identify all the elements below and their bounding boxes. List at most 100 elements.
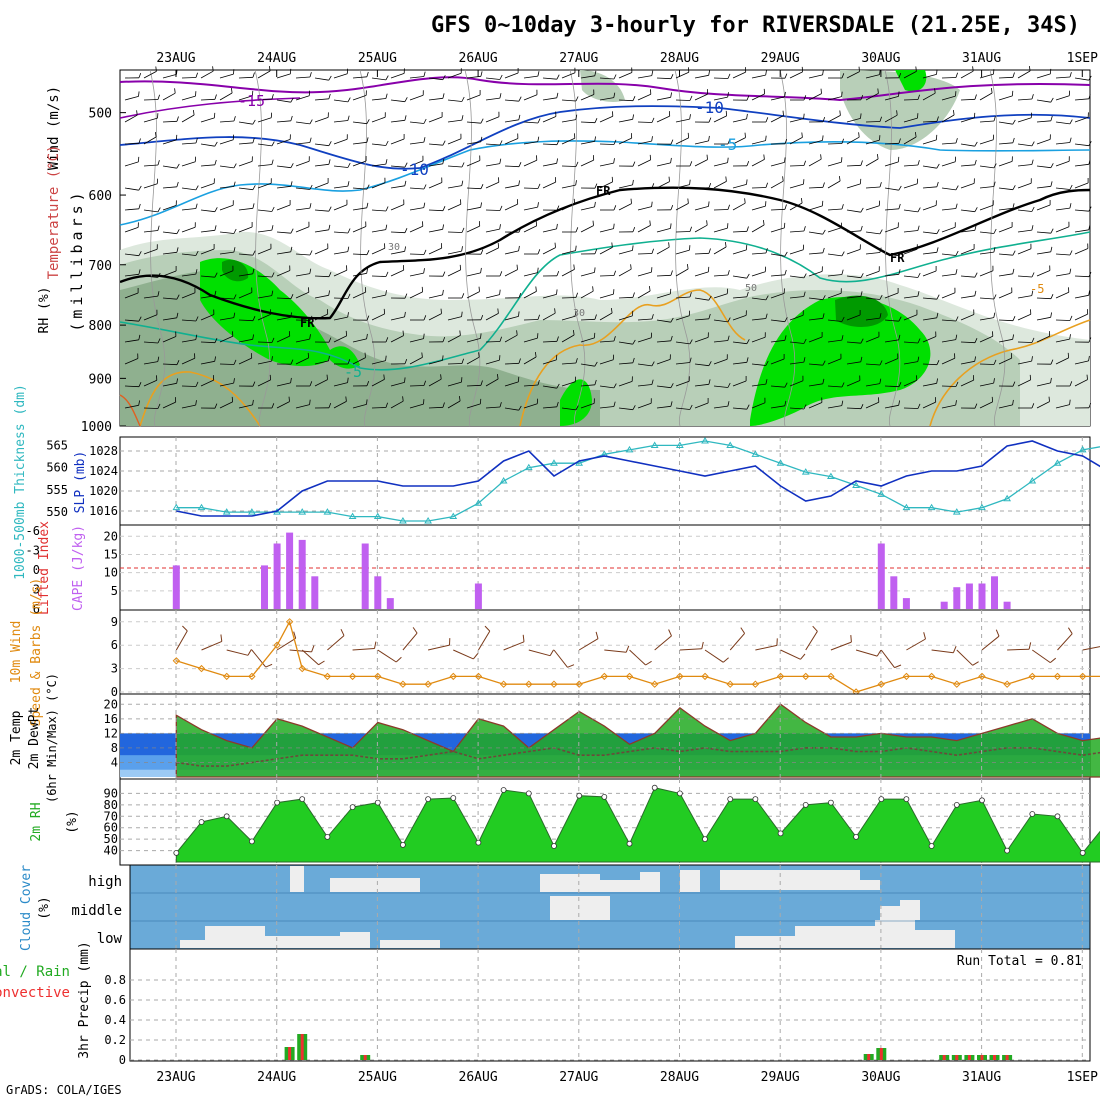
thickness-tick: 560: [46, 461, 68, 475]
upper-wind-barb: [998, 207, 1013, 211]
upper-wind-barb: [295, 207, 310, 211]
rh-marker: [1079, 850, 1086, 856]
wind-speed-marker: [902, 672, 911, 681]
slp-tick: 1016: [89, 504, 118, 518]
label-temperature: Temperature (°C): [46, 145, 62, 280]
upper-wind-barb-flag: [1050, 294, 1054, 299]
wind10m-barb: [729, 633, 745, 651]
upper-wind-barb: [637, 402, 652, 409]
bottom-day-label: 28AUG: [660, 1070, 699, 1085]
rh-marker: [828, 799, 834, 806]
upper-wind-barb: [466, 338, 481, 343]
bottom-day-labels: 23AUG 24AUG 25AUG 26AUG 27AUG 28AUG 29AUG 30AUG…: [156, 1070, 1098, 1085]
wind10m-barb-flag: [522, 634, 525, 642]
thickness-line: [176, 440, 1100, 522]
isotach-contour: [884, 69, 901, 427]
upper-wind-barb: [922, 382, 937, 387]
upper-wind-barb: [352, 207, 367, 211]
upper-wind-barb: [1017, 248, 1032, 255]
upper-wind-barb: [884, 339, 899, 343]
upper-wind-barb: [1074, 143, 1089, 147]
upper-wind-barb: [998, 357, 1012, 365]
upper-wind-barb-flag: [423, 380, 426, 386]
upper-wind-barb: [580, 337, 595, 343]
precip-convective-bar: [980, 1055, 984, 1060]
upper-wind-barb-flag: [176, 378, 178, 384]
upper-wind-barb: [314, 209, 329, 212]
upper-wind-barb: [276, 401, 290, 409]
upper-wind-barb-flag: [822, 247, 825, 253]
cape-tick: 20: [104, 529, 118, 543]
upper-wind-barb: [390, 185, 405, 189]
upper-wind-barb: [865, 93, 879, 101]
upper-wind-barb-flag: [575, 114, 578, 120]
upper-wind-barb-flag: [1069, 268, 1072, 274]
upper-wind-barb: [827, 115, 841, 123]
upper-wind-barb: [1074, 275, 1090, 278]
thickness-marker: [474, 499, 483, 506]
upper-wind-barb: [694, 93, 708, 101]
precip-convective-bar: [879, 1048, 883, 1060]
upper-wind-barb: [428, 182, 443, 189]
upper-wind-barb-flag: [822, 135, 824, 141]
upper-wind-barb: [865, 205, 880, 211]
upper-wind-barb-flag: [651, 248, 654, 254]
upper-wind-barb-flag: [765, 70, 767, 76]
upper-wind-barb: [827, 339, 842, 343]
upper-wind-barb-flag: [233, 163, 237, 169]
upper-wind-barb: [618, 118, 633, 123]
upper-wind-barb-flag: [1088, 402, 1092, 408]
upper-wind-barb-flag: [651, 314, 654, 320]
cape-bar: [286, 532, 294, 609]
upper-wind-barb: [979, 231, 994, 234]
upper-wind-barb: [998, 319, 1014, 322]
upper-wind-barb: [257, 98, 273, 101]
footer-credit: GrADS: COLA/IGES: [6, 1083, 122, 1097]
upper-wind-barb-flag: [765, 360, 769, 366]
upper-wind-barb: [352, 272, 367, 277]
upper-wind-barb: [390, 73, 405, 79]
label-precip: 3hr Precip (mm): [77, 941, 92, 1058]
wind-speed-marker: [625, 672, 634, 681]
upper-wind-barb-flag: [1012, 203, 1015, 209]
upper-wind-barb: [485, 97, 500, 101]
upper-wind-barb: [789, 137, 803, 145]
upper-wind-barb: [447, 316, 462, 321]
upper-wind-barb-flag: [233, 247, 236, 253]
upper-wind-barb: [143, 183, 158, 189]
thickness-markers: [172, 437, 1087, 524]
upper-wind-barb: [409, 357, 423, 365]
upper-wind-barb-flag: [746, 339, 750, 344]
upper-wind-barb: [371, 116, 386, 123]
contour-label-minus5-b: -5: [344, 363, 362, 381]
upper-wind-barb-flag: [573, 330, 575, 336]
upper-wind-barb: [1055, 253, 1071, 256]
upper-wind-barb-flag: [423, 118, 427, 124]
upper-wind-barb-flag: [516, 264, 518, 270]
thickness-marker: [424, 517, 432, 524]
upper-wind-barb: [599, 162, 614, 167]
upper-wind-barb: [903, 164, 919, 167]
cape-tick: 10: [104, 566, 118, 580]
top-day-label: 31AUG: [962, 51, 1001, 66]
upper-wind-barb-flag: [423, 249, 427, 255]
upper-wind-barb-flag: [328, 337, 332, 343]
upper-wind-barb: [504, 269, 518, 277]
lifted-index-tick: -3: [26, 544, 40, 558]
upper-wind-barb-flag: [993, 116, 996, 122]
cape-bar: [474, 583, 482, 609]
wind10m-barb-flag: [1028, 642, 1032, 650]
upper-wind-barb: [200, 379, 214, 387]
upper-wind-barb-flag: [252, 381, 256, 387]
upper-wind-barb: [713, 181, 727, 189]
upper-wind-barb: [1055, 95, 1070, 101]
upper-wind-barb: [219, 231, 234, 234]
upper-wind-barb-flag: [442, 158, 445, 164]
upper-wind-barb-flag: [708, 361, 712, 366]
upper-wind-barb: [694, 337, 709, 343]
upper-wind-barb-flag: [915, 66, 917, 72]
upper-wind-barb: [371, 407, 387, 409]
upper-wind-barb-flag: [499, 336, 502, 342]
